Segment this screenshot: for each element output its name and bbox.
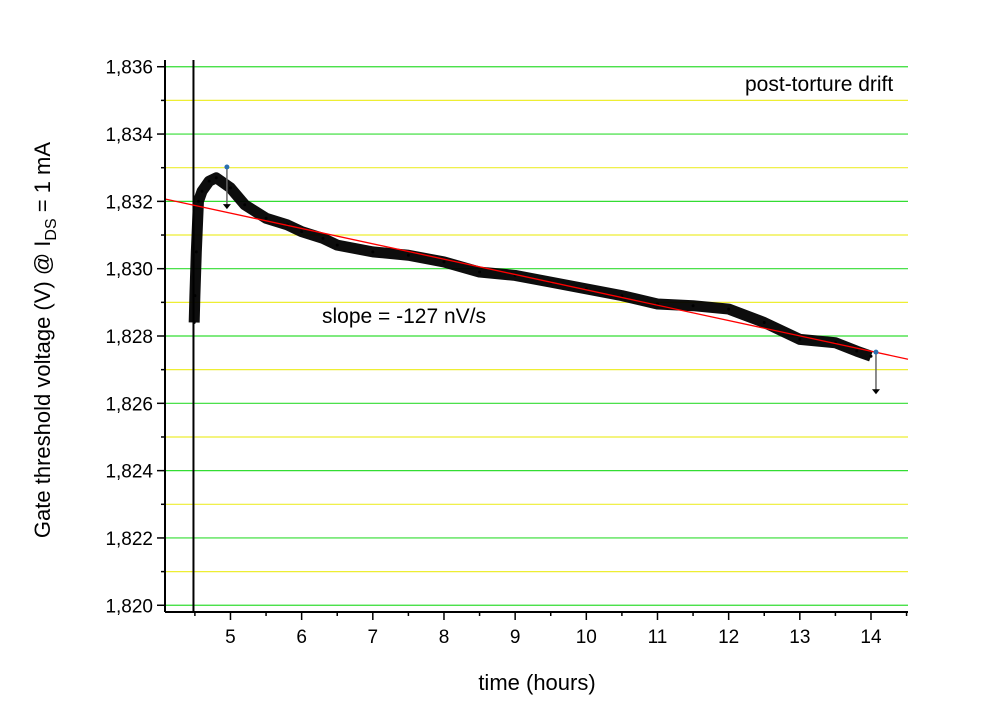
- data-series-band: [188, 172, 873, 362]
- x-tick-label: 7: [368, 627, 379, 648]
- data-point: [192, 321, 196, 325]
- data-point: [214, 176, 218, 180]
- y-tick-label: 1,836: [105, 58, 153, 79]
- data-point: [798, 337, 802, 341]
- x-tick-label: 13: [789, 627, 810, 648]
- error-bar-bottom: [222, 204, 231, 210]
- data-point: [207, 179, 211, 183]
- data-point: [264, 216, 268, 220]
- y-tick-label: 1,820: [105, 596, 153, 617]
- y-tick-label: 1,826: [105, 394, 153, 415]
- x-tick-label: 9: [510, 627, 521, 648]
- data-point: [200, 189, 204, 193]
- data-point: [194, 250, 198, 254]
- data-point: [228, 186, 232, 190]
- series: [164, 60, 909, 612]
- error-bar-top: [873, 349, 879, 355]
- axes: 1,820 1,822 1,824 1,826 1,828 1,830 1,832 1,834…: [105, 58, 908, 648]
- x-tick-label: 6: [296, 627, 307, 648]
- data-point: [193, 294, 197, 298]
- data-point: [406, 253, 410, 257]
- data-point: [762, 321, 766, 325]
- x-tick-label: 11: [648, 627, 668, 648]
- data-point: [442, 260, 446, 264]
- data-point: [371, 250, 375, 254]
- data-point: [869, 354, 873, 358]
- x-tick-label: 8: [439, 627, 450, 648]
- x-tick-label: 12: [718, 627, 739, 648]
- data-point: [321, 236, 325, 240]
- x-tick-label: 5: [225, 627, 236, 648]
- data-point: [620, 294, 624, 298]
- data-point: [300, 230, 304, 234]
- y-tick-label: 1,834: [105, 125, 153, 146]
- y-tick-label: 1,824: [105, 462, 153, 483]
- annotation-title: post-torture drift: [745, 73, 893, 96]
- x-axis-label: time (hours): [478, 670, 595, 695]
- fit-line: [164, 198, 909, 360]
- x-tick-label: 14: [860, 627, 882, 648]
- data-point: [196, 199, 200, 203]
- data-point: [727, 307, 731, 311]
- error-bar-top: [224, 164, 230, 170]
- annotation-slope: slope = -127 nV/s: [322, 305, 486, 328]
- y-axis-label-main: Gate threshold voltage (V) @ I: [30, 241, 55, 538]
- y-axis-label-suffix: = 1 mA: [30, 142, 55, 219]
- grid: [165, 66, 908, 606]
- x-tick-label: 10: [576, 627, 597, 648]
- data-point: [478, 270, 482, 274]
- y-tick-label: 1,832: [105, 192, 153, 213]
- y-tick-label: 1,830: [105, 260, 153, 281]
- y-axis-label: Gate threshold voltage (V) @ IDS = 1 mA: [30, 142, 60, 538]
- data-point: [855, 349, 859, 353]
- y-axis-label-sub: DS: [43, 218, 60, 240]
- data-point: [243, 203, 247, 207]
- error-bar-bottom: [871, 389, 880, 395]
- data-point: [691, 304, 695, 308]
- y-tick-label: 1,828: [105, 327, 153, 348]
- y-tick-label: 1,822: [105, 529, 153, 550]
- data-point: [335, 243, 339, 247]
